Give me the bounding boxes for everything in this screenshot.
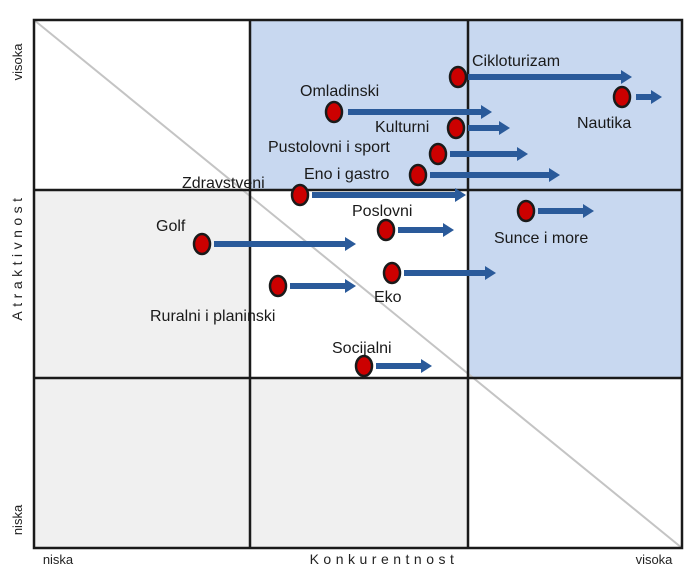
arrow-shaft-kulturni: [468, 125, 499, 131]
arrows-layer: [214, 70, 662, 373]
label-poslovni: Poslovni: [352, 203, 412, 220]
arrow-shaft-pustolovni-i-sport: [450, 151, 517, 157]
arrow-shaft-sunce-i-more: [538, 208, 583, 214]
label-golf: Golf: [156, 218, 186, 235]
point-pustolovni-i-sport: [428, 142, 448, 166]
point-socijalni: [354, 354, 374, 378]
labels-layer: Cikloturizam Omladinski Nautika Kulturni Pus…: [150, 53, 631, 357]
label-pustolovni-i-sport: Pustolovni i sport: [268, 139, 390, 156]
point-nautika: [612, 85, 632, 109]
x-axis-title: Konkurentnost: [310, 551, 459, 567]
cell-middle-left: [34, 190, 250, 378]
arrow-shaft-nautika: [636, 94, 651, 100]
label-sunce-i-more: Sunce i more: [494, 230, 588, 247]
arrow-head-cikloturizam: [621, 70, 632, 84]
label-eko: Eko: [374, 289, 402, 306]
x-axis-high-label: visoka: [636, 552, 674, 567]
y-axis-title: Atraktivnost: [9, 193, 25, 320]
arrow-shaft-socijalni: [376, 363, 421, 369]
arrow-shaft-omladinski: [348, 109, 481, 115]
diagonal-line: [33, 19, 683, 549]
point-cikloturizam: [448, 65, 468, 89]
point-eno-i-gastro: [408, 163, 428, 187]
grid-border: [32, 18, 684, 550]
label-zdravstveni: Zdravstveni: [182, 175, 265, 192]
label-socijalni: Socijalni: [332, 340, 392, 357]
point-ruralni-i-planinski: [268, 274, 288, 298]
points-layer: [192, 65, 632, 378]
point-zdravstveni: [290, 183, 310, 207]
cell-bottom-middle: [250, 378, 468, 548]
arrow-shaft-poslovni: [398, 227, 443, 233]
arrow-head-poslovni: [443, 223, 454, 237]
point-sunce-i-more: [516, 199, 536, 223]
cell-top-right: [468, 20, 682, 190]
arrow-shaft-ruralni-i-planinski: [290, 283, 345, 289]
arrow-shaft-eno-i-gastro: [430, 172, 549, 178]
cell-middle-right: [468, 190, 682, 378]
arrow-head-socijalni: [421, 359, 432, 373]
label-kulturni: Kulturni: [375, 119, 429, 136]
arrow-head-omladinski: [481, 105, 492, 119]
y-axis-high-label: visoka: [10, 43, 25, 81]
point-omladinski: [324, 100, 344, 124]
point-eko: [382, 261, 402, 285]
arrow-head-nautika: [651, 90, 662, 104]
label-ruralni-i-planinski: Ruralni i planinski: [150, 308, 275, 325]
arrow-head-golf: [345, 237, 356, 251]
label-eno-i-gastro: Eno i gastro: [304, 166, 389, 183]
label-nautika: Nautika: [577, 115, 631, 132]
arrow-head-kulturni: [499, 121, 510, 135]
point-kulturni: [446, 116, 466, 140]
point-poslovni: [376, 218, 396, 242]
label-omladinski: Omladinski: [300, 83, 379, 100]
arrow-shaft-cikloturizam: [468, 74, 621, 80]
arrow-head-sunce-i-more: [583, 204, 594, 218]
arrow-head-eno-i-gastro: [549, 168, 560, 182]
arrow-head-eko: [485, 266, 496, 280]
label-cikloturizam: Cikloturizam: [472, 53, 560, 70]
arrow-shaft-zdravstveni: [312, 192, 455, 198]
arrow-head-zdravstveni: [455, 188, 466, 202]
y-axis-low-label: niska: [10, 504, 25, 535]
point-golf: [192, 232, 212, 256]
arrow-shaft-golf: [214, 241, 345, 247]
arrow-shaft-eko: [404, 270, 485, 276]
arrow-head-ruralni-i-planinski: [345, 279, 356, 293]
cell-bottom-left: [34, 378, 250, 548]
x-axis-low-label: niska: [43, 552, 74, 567]
arrow-head-pustolovni-i-sport: [517, 147, 528, 161]
grid-lines: [32, 18, 684, 550]
